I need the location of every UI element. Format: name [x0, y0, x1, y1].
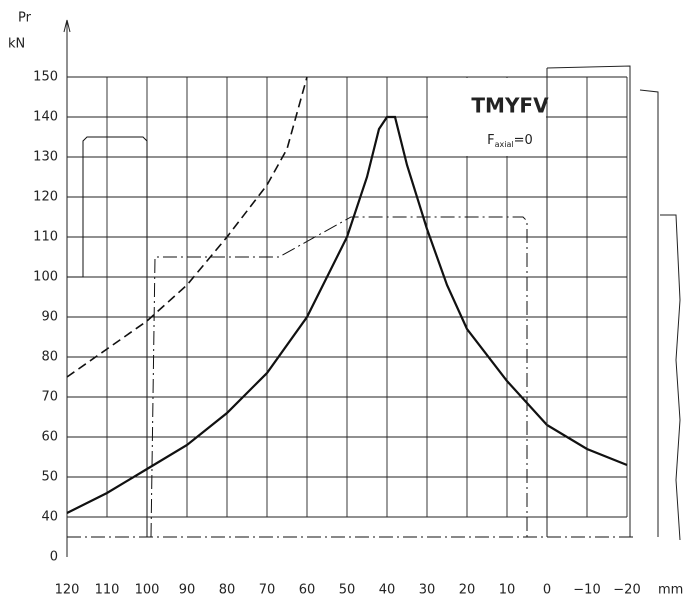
x-tick-label: 60 [299, 583, 316, 597]
x-tick-label: 90 [179, 583, 196, 597]
annotation-text: F [487, 133, 494, 148]
plot [66, 76, 635, 538]
y-label-top: Pr [18, 11, 32, 26]
x-tick-label: 70 [259, 583, 276, 597]
y-tick-label: 100 [33, 270, 58, 285]
series-line [66, 115, 628, 514]
x-tick-label: 10 [499, 583, 516, 597]
y-tick-label: 50 [41, 470, 58, 485]
x-tick-label: 80 [219, 583, 236, 597]
y-tick-label: 90 [41, 310, 58, 325]
y-tick-label: 130 [33, 150, 58, 165]
series-line [67, 136, 148, 537]
annotation: Faxial=0 [487, 133, 533, 149]
shaft-outline [546, 65, 681, 541]
y-tick-label: 140 [33, 110, 58, 125]
series-line [150, 216, 528, 538]
grid [66, 76, 628, 518]
y-tick-label: 70 [41, 390, 58, 405]
x-label: mm [658, 583, 683, 597]
box-title: TMYFV [471, 94, 549, 118]
annotation-suffix: =0 [514, 133, 533, 148]
y-tick-label: 80 [41, 350, 58, 365]
axis-arrow [63, 19, 71, 33]
y-tick-label: 150 [33, 70, 58, 85]
x-tick-label: 30 [419, 583, 436, 597]
x-tick-label: −20 [613, 583, 640, 597]
y-tick-label: 120 [33, 190, 58, 205]
x-tick-label: 20 [459, 583, 476, 597]
x-tick-label: 100 [135, 583, 160, 597]
x-tick-label: 120 [55, 583, 80, 597]
label-box [428, 78, 546, 156]
series-line [66, 76, 308, 378]
x-tick-label: 40 [379, 583, 396, 597]
y-tick-label: 110 [33, 230, 58, 245]
x-tick-label: 110 [95, 583, 120, 597]
x-tick-label: 50 [339, 583, 356, 597]
y-tick-label: 0 [50, 550, 58, 565]
y-label: kN [8, 37, 25, 52]
y-tick-label: 60 [41, 430, 58, 445]
x-tick-label: −10 [573, 583, 600, 597]
annotation-subscript: axial [495, 140, 514, 149]
x-tick-label: 0 [543, 583, 551, 597]
y-tick-label: 40 [41, 510, 58, 525]
